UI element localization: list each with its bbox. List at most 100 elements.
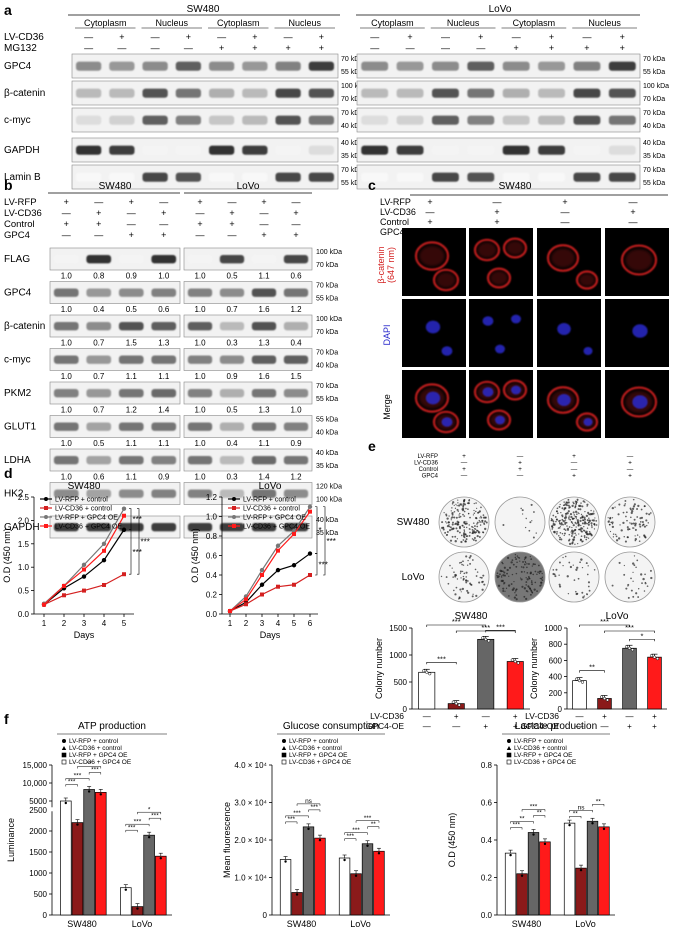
significance-label: *** <box>128 824 136 831</box>
colony-dot <box>500 579 503 583</box>
row-label-treatment: GPC4 <box>4 230 30 241</box>
kda-marker: 70 kDa <box>316 329 338 336</box>
colony-dot <box>568 515 570 517</box>
kda-marker: 70 kDa <box>316 350 338 357</box>
significance-label: ** <box>371 821 377 828</box>
colony-dot <box>560 511 562 514</box>
significance-label: *** <box>327 537 336 546</box>
colony-dot <box>639 536 641 538</box>
quant-value: 0.7 <box>93 372 105 381</box>
cell-nucleus <box>495 344 505 354</box>
blot-band <box>187 489 213 498</box>
colony-dot <box>634 528 637 531</box>
colony-dot <box>624 500 627 502</box>
cell-membrane <box>486 409 512 431</box>
x-tick-label: SW480 <box>287 919 317 929</box>
data-point <box>307 551 313 556</box>
kda-marker: 70 kDa <box>643 167 665 174</box>
colony-dot <box>460 577 462 579</box>
cell-nucleus <box>482 387 494 397</box>
data-point <box>276 584 280 589</box>
blot-frame <box>49 348 181 371</box>
colony-dot <box>469 531 471 534</box>
colony-dot <box>644 582 647 585</box>
significance-label: *** <box>134 818 142 825</box>
plate-well <box>494 551 546 603</box>
series-line <box>229 553 311 612</box>
sign: — <box>260 219 269 229</box>
quant-value: 1.0 <box>194 406 206 415</box>
kda-marker: 70 kDa <box>341 167 363 174</box>
replicate-point <box>454 702 458 706</box>
blot-band <box>608 61 636 71</box>
bar <box>302 826 315 916</box>
blot-band <box>242 172 268 182</box>
legend-label: LV-RFP + control <box>289 738 339 745</box>
x-sign: — <box>423 722 431 731</box>
colony-dot <box>556 531 558 533</box>
colony-dot <box>644 573 646 576</box>
y-tick-label: 1.5 <box>18 540 30 549</box>
blot-band <box>275 145 301 155</box>
colony-dot <box>632 580 634 582</box>
colony-dot <box>562 564 564 567</box>
y-tick-label: 200 <box>549 689 563 698</box>
quant-value: 1.2 <box>290 473 302 482</box>
colony-dot <box>445 576 448 578</box>
kda-marker: 55 kDa <box>316 296 338 303</box>
plate-well <box>494 496 546 548</box>
sign-mg132: — <box>476 43 485 53</box>
colony-dot <box>572 538 574 541</box>
bar <box>539 841 551 916</box>
quant-value: 1.0 <box>194 439 206 448</box>
blot-band <box>109 61 135 71</box>
blot-lovo-GLUT1 <box>183 415 313 438</box>
legend-marker <box>62 739 66 743</box>
sign: + <box>630 207 635 217</box>
colony-dot <box>583 595 586 597</box>
colony-dot <box>609 523 611 526</box>
data-point <box>275 543 281 548</box>
panel-c-letter: c <box>368 177 376 193</box>
colony-dot <box>634 535 636 537</box>
blot-frame <box>183 314 313 338</box>
blot-band <box>219 255 245 264</box>
colony-dot <box>617 537 621 540</box>
quant-value: 1.0 <box>61 406 73 415</box>
colony-dot <box>468 524 470 526</box>
colony-dot <box>466 526 468 529</box>
y-tick-label: 1.0 × 10⁴ <box>234 874 267 883</box>
blot-band <box>308 172 335 182</box>
colony-dot <box>554 515 557 518</box>
colony-dot <box>632 498 635 501</box>
colony-dot <box>582 596 585 599</box>
data-point <box>102 548 106 553</box>
kda-marker: 40 kDa <box>643 123 665 130</box>
colony-dot <box>526 578 529 581</box>
replicate-point <box>591 822 594 825</box>
colony-dot <box>526 563 528 565</box>
legend-label: LV-RFP + control <box>514 738 564 745</box>
y-axis-label: O.D (450 nm) <box>447 813 457 868</box>
quant-value: 1.0 <box>61 439 73 448</box>
colony-dot <box>558 561 561 564</box>
colony-dot <box>568 507 570 509</box>
blot-GAPDH <box>71 137 339 163</box>
colony-dot <box>559 519 561 522</box>
colony-dot <box>526 571 529 574</box>
colony-dot <box>585 514 589 518</box>
replicate-point <box>124 888 128 891</box>
blot-band <box>151 322 177 331</box>
legend-marker <box>44 506 48 510</box>
colony-dot <box>468 534 471 537</box>
x-sign: + <box>652 712 657 721</box>
kda-marker: 70 kDa <box>643 56 665 63</box>
sign-lv-cd36: — <box>151 32 160 42</box>
colony-dot <box>607 517 609 519</box>
kda-marker: 70 kDa <box>341 110 363 117</box>
sign: + <box>197 197 202 207</box>
blot-band <box>151 355 177 364</box>
colony-dot <box>611 584 614 587</box>
y-tick-label: 0.8 <box>481 761 493 770</box>
y-tick-label: 1500 <box>389 624 407 633</box>
